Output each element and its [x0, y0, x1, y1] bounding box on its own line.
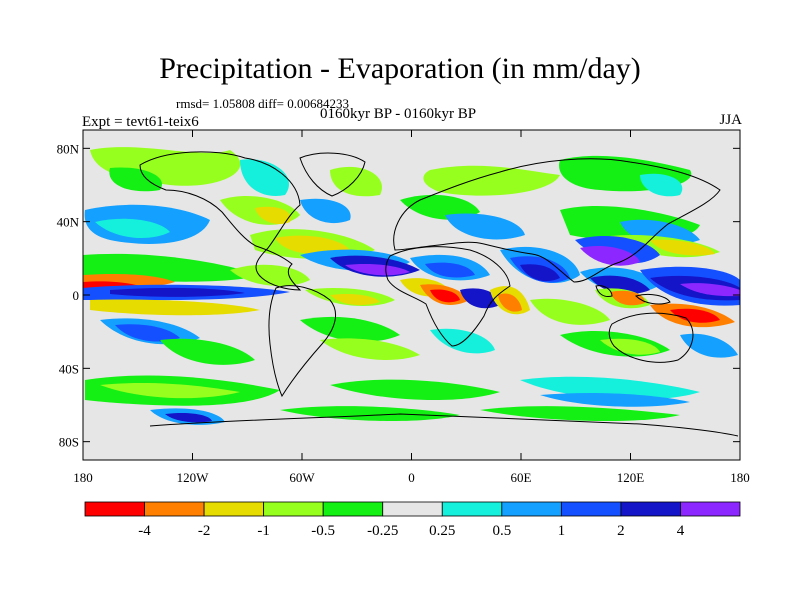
- colorbar-swatch: [144, 501, 205, 517]
- field-patch: [345, 263, 410, 276]
- pme-field: [83, 130, 740, 460]
- colorbar-swatch: [680, 501, 741, 517]
- field-patch: [330, 293, 380, 306]
- field-patch: [680, 283, 740, 297]
- field-patch: [680, 333, 738, 358]
- field-patch: [240, 159, 289, 196]
- field-patch: [100, 382, 240, 399]
- coast-north-america: [139, 151, 302, 291]
- lon-tick-label: 0: [408, 470, 415, 485]
- colorbar-swatch: [560, 501, 622, 517]
- season-label: JJA: [719, 112, 742, 128]
- field-patch: [109, 167, 162, 192]
- lon-tick-label: 180: [73, 470, 93, 485]
- lat-tick-label: 80N: [57, 141, 80, 156]
- field-patch: [530, 298, 610, 325]
- period-label: 0160kyr BP - 0160kyr BP: [320, 106, 477, 122]
- colorbar-swatch: [263, 501, 324, 517]
- colorbar-label: -0.5: [311, 523, 335, 539]
- field-patch: [445, 213, 525, 240]
- coast-africa: [385, 246, 511, 347]
- colorbar-label: 2: [617, 523, 625, 539]
- lat-tick-label: 80S: [59, 435, 79, 450]
- field-patch: [400, 194, 480, 220]
- colorbar-label: 1: [558, 523, 566, 539]
- field-patch: [650, 239, 715, 256]
- field-patch: [430, 328, 495, 354]
- colorbar-label: -1: [257, 523, 270, 539]
- field-patch: [320, 338, 420, 360]
- coast-eurasia: [393, 158, 721, 283]
- lon-tick-label: 60W: [289, 470, 315, 485]
- field-patch: [430, 289, 460, 303]
- colorbar-swatch: [84, 501, 145, 517]
- field-patch: [580, 245, 640, 266]
- lat-tick-label: 40S: [59, 361, 79, 376]
- colorbar-swatch: [322, 501, 384, 517]
- field-patch: [95, 218, 170, 238]
- colorbar-label: 0.5: [492, 523, 511, 539]
- coast-south-america: [268, 285, 337, 398]
- colorbar-swatch: [501, 501, 562, 517]
- colorbar-label: 4: [677, 523, 685, 539]
- field-patch: [300, 316, 400, 342]
- lon-tick-label: 60E: [511, 470, 532, 485]
- colorbar-swatch: [620, 501, 681, 517]
- coast-australia: [608, 312, 694, 363]
- lat-tick-label: 0: [73, 288, 80, 303]
- field-patch: [600, 338, 660, 355]
- field-patch: [330, 379, 500, 401]
- field-patch: [115, 324, 180, 342]
- field-patch: [165, 412, 212, 423]
- stats-label: rmsd= 1.05808 diff= 0.00684233: [176, 96, 349, 111]
- colorbar-label: -2: [198, 523, 211, 539]
- field-patch: [670, 308, 720, 323]
- colorbar: -4 -2 -1 -0.5 -0.25 0.25 0.5 1 2 4: [84, 501, 741, 539]
- latitude-axis: 80N 40N 0 40S 80S: [57, 141, 740, 450]
- longitude-axis: 180 120W 60W 0 60E 120E 180: [73, 130, 750, 485]
- coast-new-guinea: [635, 293, 671, 305]
- coast-borneo: [595, 285, 613, 297]
- colorbar-swatch: [382, 501, 443, 517]
- field-patch: [540, 392, 690, 407]
- field-patch: [160, 338, 255, 365]
- lon-tick-label: 180: [730, 470, 750, 485]
- field-patch: [498, 293, 522, 312]
- field-patch: [230, 264, 310, 286]
- plot-title: Precipitation - Evaporation (in mm/day): [159, 52, 641, 85]
- field-patch: [520, 264, 560, 282]
- colorbar-label: -4: [138, 523, 151, 539]
- field-patch: [610, 290, 645, 306]
- lon-tick-label: 120E: [617, 470, 645, 485]
- colorbar-label: 0.25: [429, 523, 455, 539]
- lat-tick-label: 40N: [57, 215, 80, 230]
- experiment-label: Expt = tevt61-teix6: [82, 114, 199, 130]
- field-patch: [520, 376, 700, 400]
- colorbar-swatch: [441, 501, 503, 517]
- field-patch: [640, 173, 683, 197]
- colorbar-swatch: [203, 501, 265, 517]
- coast-antarctica: [149, 413, 739, 437]
- coastlines: [139, 151, 739, 437]
- coast-greenland: [299, 152, 366, 197]
- lon-tick-label: 120W: [177, 470, 210, 485]
- field-patch: [425, 262, 475, 278]
- field-patch: [275, 235, 350, 255]
- field-patch: [255, 206, 291, 225]
- field-patch: [300, 198, 351, 224]
- field-patch: [590, 275, 650, 295]
- field-patch: [423, 165, 560, 196]
- field-patch: [480, 406, 680, 422]
- field-patch: [110, 287, 245, 297]
- field-patch: [330, 166, 382, 197]
- colorbar-label: -0.25: [367, 523, 398, 539]
- field-patch: [90, 299, 260, 316]
